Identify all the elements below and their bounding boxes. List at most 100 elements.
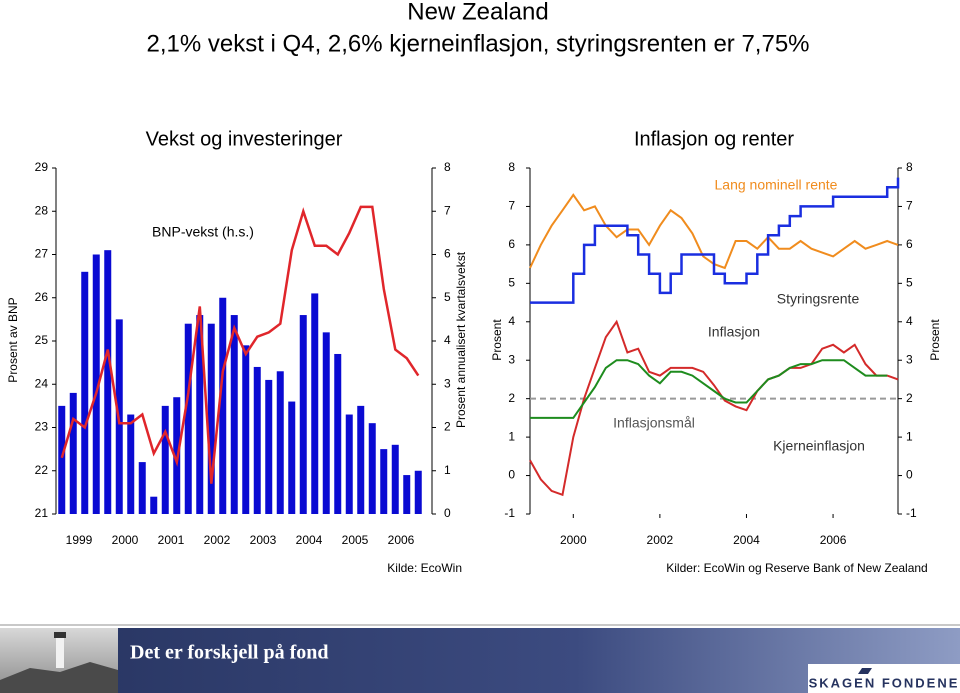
bar — [127, 414, 135, 514]
bar — [368, 423, 376, 514]
y-tick-label: 25 — [35, 333, 49, 347]
bar — [311, 293, 319, 514]
y2-tick-label: 7 — [906, 199, 913, 213]
bar — [184, 323, 192, 514]
bar — [322, 332, 330, 514]
y-tick-label: 8 — [508, 160, 515, 174]
x-tick-label: 2000 — [560, 533, 587, 547]
y-tick-label: 28 — [35, 203, 49, 217]
bar — [299, 315, 307, 514]
y2-tick-label: -1 — [906, 506, 917, 520]
footer-rule — [0, 624, 960, 626]
y2-tick-label: 0 — [444, 506, 451, 520]
series-label: Kjerneinflasjon — [773, 438, 865, 454]
footer-lighthouse — [56, 636, 64, 668]
x-tick-label: 2004 — [733, 533, 760, 547]
y2-tick-label: 1 — [444, 463, 451, 477]
y2-tick-label: 6 — [444, 247, 451, 261]
footer: Det er forskjell på fond SKAGEN FONDENE — [0, 624, 960, 693]
series-label: Lang nominell rente — [715, 177, 838, 193]
bar — [265, 379, 273, 514]
y-tick-label: 7 — [508, 199, 515, 213]
bar — [276, 371, 284, 514]
y2-axis-label: Prosent annualisert kvartalsvekst — [454, 251, 468, 428]
y-tick-label: 0 — [508, 468, 515, 482]
y2-tick-label: 5 — [906, 276, 913, 290]
y-tick-label: 4 — [508, 314, 515, 328]
y-tick-label: 24 — [35, 376, 49, 390]
y-tick-label: 23 — [35, 420, 49, 434]
bar — [414, 470, 422, 514]
y-tick-label: 2 — [508, 391, 515, 405]
footer-lighthouse-top — [54, 632, 66, 638]
x-tick-label: 2003 — [250, 533, 277, 547]
y2-tick-label: 8 — [444, 160, 451, 174]
series-label: BNP-vekst (h.s.) — [152, 224, 254, 240]
slide-title: New Zealand — [407, 0, 548, 25]
logo-text: SKAGEN FONDENE — [809, 675, 960, 690]
bar — [380, 449, 388, 514]
y-tick-label: 22 — [35, 463, 49, 477]
y2-tick-label: 2 — [444, 420, 451, 434]
bar — [207, 323, 215, 514]
x-tick-label: 2002 — [647, 533, 674, 547]
x-tick-label: 2005 — [342, 533, 369, 547]
y-tick-label: 29 — [35, 160, 49, 174]
logo-box — [808, 664, 960, 693]
line — [60, 205, 420, 484]
bar — [196, 315, 204, 514]
chart-title: Vekst og investeringer — [146, 128, 343, 150]
bar — [161, 405, 169, 514]
bar — [288, 401, 296, 514]
y2-tick-label: 4 — [906, 314, 913, 328]
x-tick-label: 2006 — [820, 533, 847, 547]
chart-title: Inflasjon og renter — [634, 128, 794, 150]
y2-tick-label: 0 — [906, 468, 913, 482]
x-tick-label: 1999 — [66, 533, 93, 547]
source: Kilde: EcoWin — [387, 561, 462, 575]
y-tick-label: 1 — [508, 429, 515, 443]
chart: Inflasjon og renter Prosent Prosent Kilder:… — [490, 128, 942, 575]
bar — [230, 315, 238, 514]
target-label: Inflasjonsmål — [613, 415, 695, 431]
bar — [150, 496, 158, 514]
bar — [403, 475, 411, 514]
y2-tick-label: 7 — [444, 203, 451, 217]
x-tick-label: 2002 — [204, 533, 231, 547]
y2-tick-label: 3 — [906, 352, 913, 366]
bar — [58, 405, 66, 514]
slide-subtitle: 2,1% vekst i Q4, 2,6% kjerneinflasjon, s… — [147, 30, 810, 57]
bar — [357, 405, 365, 514]
footer-slogan: Det er forskjell på fond — [130, 642, 329, 664]
bar — [253, 366, 261, 514]
y2-axis-label: Prosent — [928, 319, 942, 361]
bar — [334, 353, 342, 514]
bar — [69, 392, 77, 514]
bar — [138, 462, 146, 514]
line — [529, 319, 899, 497]
bar — [104, 250, 112, 515]
bar — [219, 297, 227, 514]
bar — [92, 254, 100, 514]
footer-photo-rock — [0, 662, 118, 693]
y-axis-label: Prosent av BNP — [6, 297, 20, 382]
y2-tick-label: 2 — [906, 391, 913, 405]
footer-band — [0, 628, 960, 693]
y2-tick-label: 1 — [906, 429, 913, 443]
y2-tick-label: 5 — [444, 290, 451, 304]
bar — [345, 414, 353, 514]
series-label: Inflasjon — [708, 324, 760, 340]
bar — [242, 345, 250, 514]
y-tick-label: 21 — [35, 506, 49, 520]
line — [530, 177, 900, 304]
y-tick-label: 6 — [508, 237, 515, 251]
logo-icon — [858, 668, 872, 674]
chart: Vekst og investeringer Prosent av BNP Pros… — [6, 128, 468, 575]
y2-tick-label: 4 — [444, 333, 451, 347]
y-tick-label: -1 — [504, 506, 515, 520]
series-label: Styringsrente — [777, 291, 860, 307]
x-tick-label: 2006 — [388, 533, 415, 547]
x-tick-label: 2000 — [112, 533, 139, 547]
